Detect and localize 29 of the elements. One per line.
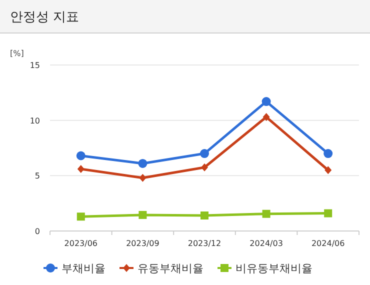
point <box>200 212 208 220</box>
y-axis-title: [%] <box>10 49 24 58</box>
point <box>324 166 332 174</box>
x-tick-label: 2023/09 <box>126 239 160 248</box>
point <box>139 174 146 182</box>
legend-label: 부채비율 <box>62 262 106 275</box>
legend-label: 유동부채비율 <box>138 262 204 275</box>
chart-title: 안정성 지표 <box>10 10 80 25</box>
legend-label: 비유동부채비율 <box>236 262 312 275</box>
point <box>262 113 270 122</box>
point <box>201 163 208 172</box>
x-tick-label: 2024/06 <box>311 239 345 248</box>
y-tick-label: 10 <box>30 116 40 126</box>
y-tick-label: 5 <box>34 172 40 181</box>
point <box>76 212 85 221</box>
point <box>76 151 86 160</box>
point <box>262 210 270 218</box>
point <box>262 97 271 106</box>
x-tick-label: 2023/12 <box>188 239 222 248</box>
point <box>324 209 332 218</box>
point <box>200 149 209 158</box>
y-tick-label: 0 <box>34 227 40 236</box>
x-tick-label: 2023/06 <box>64 239 98 248</box>
point <box>77 165 84 174</box>
point <box>324 149 333 158</box>
y-tick-label: 15 <box>30 61 40 70</box>
point <box>138 158 148 168</box>
x-tick-label: 2024/03 <box>250 239 283 248</box>
point <box>138 210 147 219</box>
